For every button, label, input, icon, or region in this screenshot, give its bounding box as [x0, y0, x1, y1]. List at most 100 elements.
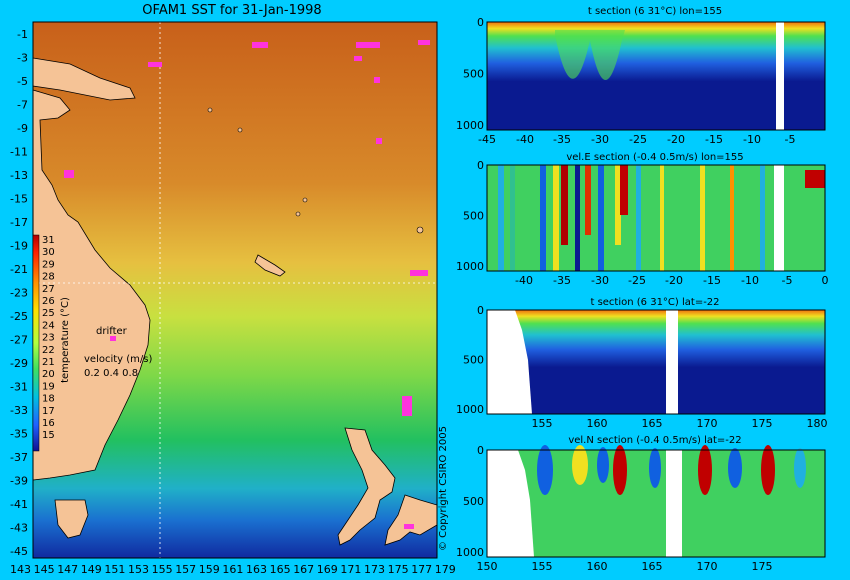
panel-xtick-label: 160: [587, 417, 608, 430]
map-title: OFAM1 SST for 31-Jan-1998: [142, 3, 321, 18]
panel-ytick-label: 500: [463, 67, 484, 80]
lat-tick-label: -19: [10, 240, 28, 253]
land-mask: [487, 310, 532, 414]
velocity-stripe: [805, 170, 825, 188]
panel-xtick-label: 180: [807, 417, 828, 430]
lat-tick-label: -13: [10, 169, 28, 182]
panel-frame: [486, 21, 826, 131]
panel-xtick-label: -5: [782, 274, 793, 287]
lat-tick-label: -15: [10, 193, 28, 206]
lat-tick-label: -41: [10, 498, 28, 511]
sst-map: drifter velocity (m/s) 0.2 0.4 0.8: [32, 21, 438, 559]
drifter-marker: [354, 56, 362, 61]
panel-xtick-label: -40: [516, 133, 534, 146]
lon-tick-label: 145: [34, 563, 55, 576]
velocity-stripe: [575, 165, 580, 271]
panel-xtick-label: -10: [741, 274, 759, 287]
velocity-blob: [537, 445, 553, 495]
lon-tick-label: 157: [175, 563, 196, 576]
panel-ytick-label: 1000: [456, 403, 484, 416]
lon-tick-label: 179: [435, 563, 456, 576]
lon-tick-label: 165: [270, 563, 291, 576]
panel-xtick-label: -20: [667, 133, 685, 146]
panel-ytick-label: 1000: [456, 546, 484, 559]
island-solomon: [237, 127, 243, 133]
land-mask: [666, 450, 682, 557]
lat-tick-label: -35: [10, 428, 28, 441]
island-solomon: [207, 107, 213, 113]
colorbar-tick-label: 16: [42, 418, 55, 429]
panel-xtick-label: 175: [752, 560, 773, 573]
panel-xtick-label: 175: [752, 417, 773, 430]
drifter-marker: [252, 42, 268, 48]
colorbar-tick-label: 17: [42, 406, 55, 417]
panel-ytick-label: 1000: [456, 119, 484, 132]
panel-field: [487, 22, 825, 130]
colorbar-label: temperature (°C): [60, 297, 71, 383]
panel-ytick-label: 500: [463, 354, 484, 367]
panel-xtick-label: -40: [515, 274, 533, 287]
lat-tick-label: -27: [10, 334, 28, 347]
colorbar-tick-label: 28: [42, 272, 55, 283]
new-guinea-land: [32, 57, 136, 101]
copyright: © Copyright CSIRO 2005: [438, 426, 449, 551]
panel-xtick-label: 170: [697, 417, 718, 430]
lon-tick-label: 169: [317, 563, 338, 576]
drifter-marker: [418, 40, 430, 45]
lat-tick-label: -29: [10, 357, 28, 370]
drifter-marker: [356, 42, 380, 48]
lat-tick-label: -39: [10, 475, 28, 488]
velocity-stripe: [598, 165, 604, 271]
panel-ytick-label: 0: [477, 304, 484, 317]
panel-ytick-label: 1000: [456, 260, 484, 273]
velocity-blobs: [537, 445, 806, 495]
lat-tick-label: -21: [10, 263, 28, 276]
panel-xtick-label: -30: [591, 274, 609, 287]
drifter-marker: [148, 62, 162, 67]
velocity-stripe: [561, 165, 568, 245]
panel-frame: [486, 449, 826, 558]
australia-land: [32, 89, 151, 481]
new-zealand-land: [337, 427, 396, 546]
drifter-label: drifter: [96, 326, 128, 337]
lon-tick-label: 147: [57, 563, 78, 576]
panel-ticks: -45 -40 -35 -30 -25 -20 -15 -10 -5 0 500 1000 -40 -35…: [456, 16, 829, 573]
panel-xtick-label: -35: [553, 274, 571, 287]
map-lon-ticks: 143 145 147 149 151 153 155 157 159 161 163 165 167 1…: [10, 563, 456, 576]
lat-tick-label: -43: [10, 522, 28, 535]
drifter-marker: [64, 170, 74, 178]
drifter-marker: [402, 396, 412, 416]
colorbar-tick-label: 29: [42, 259, 55, 270]
lat-tick-label: -33: [10, 404, 28, 417]
panel-xtick-label: -5: [785, 133, 796, 146]
velocity-stripe: [760, 165, 765, 271]
panel-xtick-label: -25: [629, 133, 647, 146]
island-vanuatu: [295, 211, 301, 217]
velocity-blob: [794, 448, 806, 488]
panel-title: vel.N section (-0.4 0.5m/s) lat=-22: [568, 435, 741, 446]
velocity-stripe: [660, 165, 664, 271]
drifter-marker: [376, 138, 382, 144]
lat-tick-label: -37: [10, 451, 28, 464]
panel-xtick-label: -15: [703, 274, 721, 287]
lon-tick-label: 151: [104, 563, 125, 576]
lon-tick-label: 163: [246, 563, 267, 576]
panel-xtick-label: -15: [705, 133, 723, 146]
lon-tick-label: 175: [388, 563, 409, 576]
lon-tick-label: 171: [340, 563, 361, 576]
island-vanuatu: [302, 197, 308, 203]
panel-field: [487, 310, 825, 414]
panel-ytick-label: 0: [477, 16, 484, 29]
colorbar-tick-label: 26: [42, 296, 55, 307]
velocity-stripe: [730, 165, 734, 271]
panel-ytick-label: 0: [477, 444, 484, 457]
drifter-marker: [410, 270, 428, 276]
lon-tick-label: 149: [81, 563, 102, 576]
panel-ytick-label: 500: [463, 495, 484, 508]
velocity-scale: 0.2 0.4 0.8: [84, 368, 138, 379]
colorbar-tick-label: 23: [42, 333, 55, 344]
lon-tick-label: 173: [364, 563, 385, 576]
colorbar-tick-label: 15: [42, 430, 55, 441]
